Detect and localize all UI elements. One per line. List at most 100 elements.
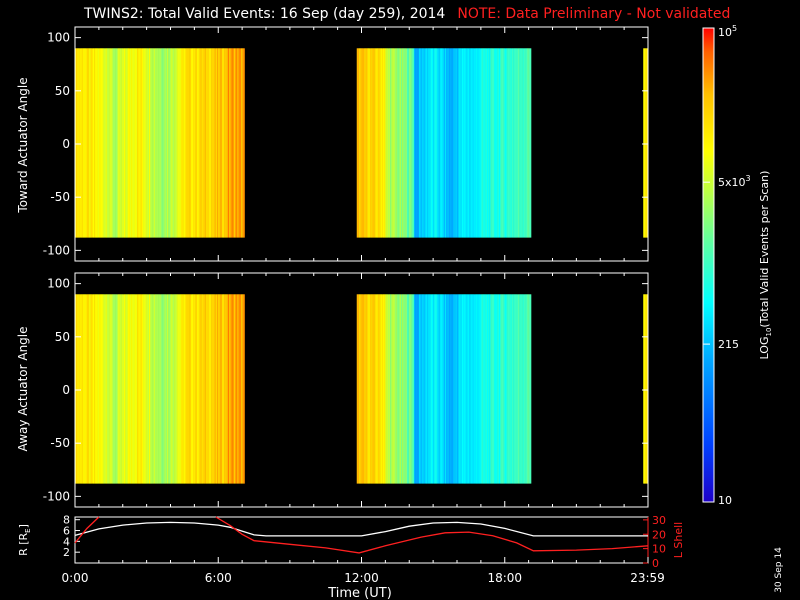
heatmap-cell bbox=[357, 294, 360, 484]
heatmap-cell bbox=[361, 48, 363, 238]
heatmap-cell bbox=[382, 294, 385, 484]
heatmap-cell bbox=[356, 294, 359, 484]
heatmap-cell bbox=[208, 48, 211, 238]
heatmap-cell bbox=[135, 48, 138, 238]
heatmap-cell bbox=[510, 294, 513, 484]
heatmap-cell bbox=[418, 294, 421, 484]
heatmap-cell bbox=[132, 48, 134, 238]
heatmap-cell bbox=[88, 294, 90, 484]
heatmap-cell bbox=[194, 294, 196, 484]
heatmap-cell bbox=[386, 294, 389, 484]
heatmap-cell bbox=[113, 294, 115, 484]
colorbar bbox=[702, 27, 715, 503]
heatmap-cell bbox=[457, 48, 459, 238]
heatmap-cell bbox=[421, 294, 423, 484]
heatmap-cell bbox=[107, 294, 109, 484]
heatmap-cell bbox=[406, 48, 409, 238]
heatmap-cell bbox=[134, 48, 137, 238]
heatmap-cell bbox=[242, 48, 244, 238]
heatmap-cell bbox=[525, 294, 527, 484]
heatmap-cell bbox=[410, 48, 412, 238]
ytick-label: 100 bbox=[47, 277, 70, 291]
heatmap-cell bbox=[365, 294, 367, 484]
heatmap-cell bbox=[221, 294, 224, 484]
heatmap-cell bbox=[507, 294, 509, 484]
heatmap-cell bbox=[501, 294, 503, 484]
heatmap-cell bbox=[489, 48, 491, 238]
date-stamp-text: 30 Sep 14 bbox=[774, 547, 784, 593]
heatmap-cell bbox=[83, 48, 85, 238]
heatmap-cell bbox=[84, 48, 87, 238]
heatmap-cell bbox=[405, 48, 408, 238]
heatmap-cell bbox=[377, 48, 379, 238]
heatmap-cell bbox=[514, 48, 516, 238]
heatmap-cell bbox=[182, 294, 184, 484]
heatmap-cell bbox=[431, 294, 434, 484]
heatmap-cell bbox=[218, 294, 220, 484]
heatmap-cell bbox=[480, 294, 483, 484]
heatmap-cell bbox=[437, 48, 440, 238]
heatmap-cell bbox=[88, 48, 90, 238]
heatmap-cell bbox=[529, 294, 532, 484]
heatmap-cell bbox=[156, 48, 158, 238]
heatmap-cell bbox=[140, 48, 143, 238]
heatmap-cell bbox=[416, 294, 418, 484]
heatmap-cell bbox=[152, 294, 155, 484]
heatmap-cell bbox=[382, 48, 385, 238]
heatmap-cell bbox=[150, 48, 152, 238]
heatmap-cell bbox=[361, 294, 363, 484]
heatmap-cell bbox=[525, 48, 527, 238]
r-earth-line bbox=[74, 521, 648, 537]
heatmap-cell bbox=[515, 48, 517, 238]
l-shell-ylabel: L Shell bbox=[672, 522, 685, 558]
heatmap-cell bbox=[119, 294, 121, 484]
heatmap-cell bbox=[151, 294, 153, 484]
heatmap-cell bbox=[196, 48, 199, 238]
heatmap-cell bbox=[233, 48, 236, 238]
heatmap-cell bbox=[186, 294, 188, 484]
heatmap-cell bbox=[388, 48, 391, 238]
heatmap-cell bbox=[467, 294, 470, 484]
heatmap-cell bbox=[205, 294, 207, 484]
heatmap-cell bbox=[228, 48, 231, 238]
heatmap-cell bbox=[126, 294, 128, 484]
heatmap-cell bbox=[415, 294, 417, 484]
heatmap-cell bbox=[117, 48, 120, 238]
heatmap-cell bbox=[381, 48, 384, 238]
heatmap-cell bbox=[479, 48, 482, 238]
heatmap-cell bbox=[394, 48, 397, 238]
heatmap-cell bbox=[472, 294, 475, 484]
heatmap-cell bbox=[477, 294, 479, 484]
heatmap-cell bbox=[180, 294, 182, 484]
heatmap-cell bbox=[476, 294, 478, 484]
heatmap-cell bbox=[365, 48, 367, 238]
heatmap-cell bbox=[496, 294, 498, 484]
r-earth-ylabel: R [RE] bbox=[17, 524, 32, 556]
heatmap-cell bbox=[375, 294, 378, 484]
heatmap-cell bbox=[195, 294, 198, 484]
heatmap-cell bbox=[449, 294, 452, 484]
heatmap-cell bbox=[507, 48, 509, 238]
heatmap-cell bbox=[486, 48, 489, 238]
l-shell-line bbox=[74, 516, 100, 544]
heatmap-cell bbox=[369, 294, 372, 484]
heatmap-cell bbox=[473, 48, 476, 238]
heatmap-cell bbox=[440, 294, 442, 484]
heatmap-cell bbox=[378, 48, 380, 238]
heatmap-cell bbox=[163, 48, 165, 238]
r-earth-ylabel-close: ] bbox=[17, 524, 30, 528]
heatmap-cell bbox=[483, 294, 485, 484]
heatmap-cell bbox=[448, 48, 451, 238]
ytick-label: -50 bbox=[50, 190, 70, 204]
heatmap-cell bbox=[101, 294, 103, 484]
heatmap-cell bbox=[90, 294, 93, 484]
heatmap-cell bbox=[153, 294, 156, 484]
heatmap-cell bbox=[452, 48, 454, 238]
heatmap-cell bbox=[385, 294, 387, 484]
plot-title: TWINS2: Total Valid Events: 16 Sep (day … bbox=[84, 6, 730, 22]
heatmap-cell bbox=[505, 294, 508, 484]
heatmap-cell bbox=[374, 294, 377, 484]
heatmap-cell bbox=[485, 294, 488, 484]
heatmap-cell bbox=[166, 48, 169, 238]
heatmap-cell bbox=[116, 294, 119, 484]
